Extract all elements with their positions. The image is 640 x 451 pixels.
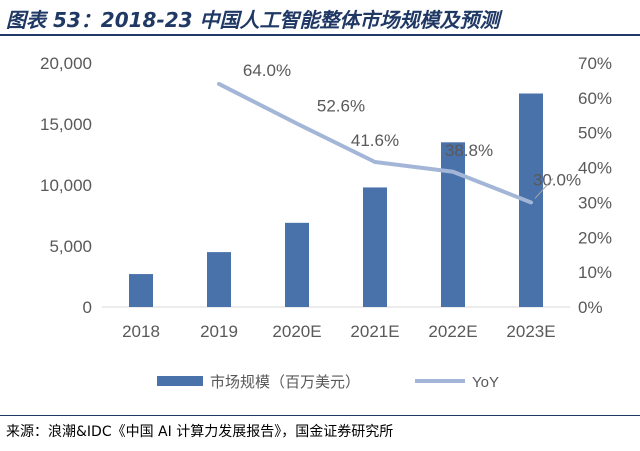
y-right-tick-label: 20% [578,228,612,247]
yoy-data-label: 41.6% [351,131,399,150]
y-left-tick-label: 20,000 [40,54,92,73]
y-right-tick-label: 70% [578,54,612,73]
yoy-data-label: 64.0% [243,61,291,80]
footer-divider [0,415,640,416]
bar [441,142,465,307]
y-right-tick-label: 60% [578,89,612,108]
y-left-tick-label: 10,000 [40,176,92,195]
y-right-tick-label: 40% [578,159,612,178]
y-right-tick-label: 0% [578,298,603,317]
bar [285,222,309,307]
source-note: 来源：浪潮&IDC《中国 AI 计算力发展报告》，国金证券研究所 [6,424,394,440]
x-tick-label: 2019 [200,322,238,341]
x-tick-label: 2023E [506,322,555,341]
x-tick-label: 2018 [122,322,160,341]
label-leader-line [534,178,554,199]
chart-title: 图表 53：2018-23 中国人工智能整体市场规模及预测 [6,8,500,32]
chart: 0 5,000 10,000 15,000 20,000 0% 10% 20% 30% 40% 50… [40,54,612,391]
yoy-data-label: 52.6% [317,97,365,116]
x-tick-label: 2021E [350,322,399,341]
y-left-tick-label: 0 [83,298,92,317]
y-right-tick-label: 30% [578,193,612,212]
legend-bar-swatch [157,376,203,386]
bar [129,274,153,307]
yoy-data-label: 38.8% [445,141,493,160]
legend-bar-label: 市场规模（百万美元） [210,374,360,391]
bar [207,252,231,307]
x-tick-label: 2020E [272,322,321,341]
title-bar: 图表 53：2018-23 中国人工智能整体市场规模及预测 [0,0,640,34]
y-left-tick-label: 15,000 [40,115,92,134]
y-left-tick-label: 5,000 [49,237,92,256]
legend-line-label: YoY [472,374,499,391]
y-right-tick-label: 50% [578,124,612,143]
yoy-line [217,81,533,205]
title-divider [0,34,640,36]
yoy-data-label: 30.0% [533,170,581,189]
bar [363,187,387,307]
y-right-tick-label: 10% [578,263,612,282]
x-tick-label: 2022E [428,322,477,341]
